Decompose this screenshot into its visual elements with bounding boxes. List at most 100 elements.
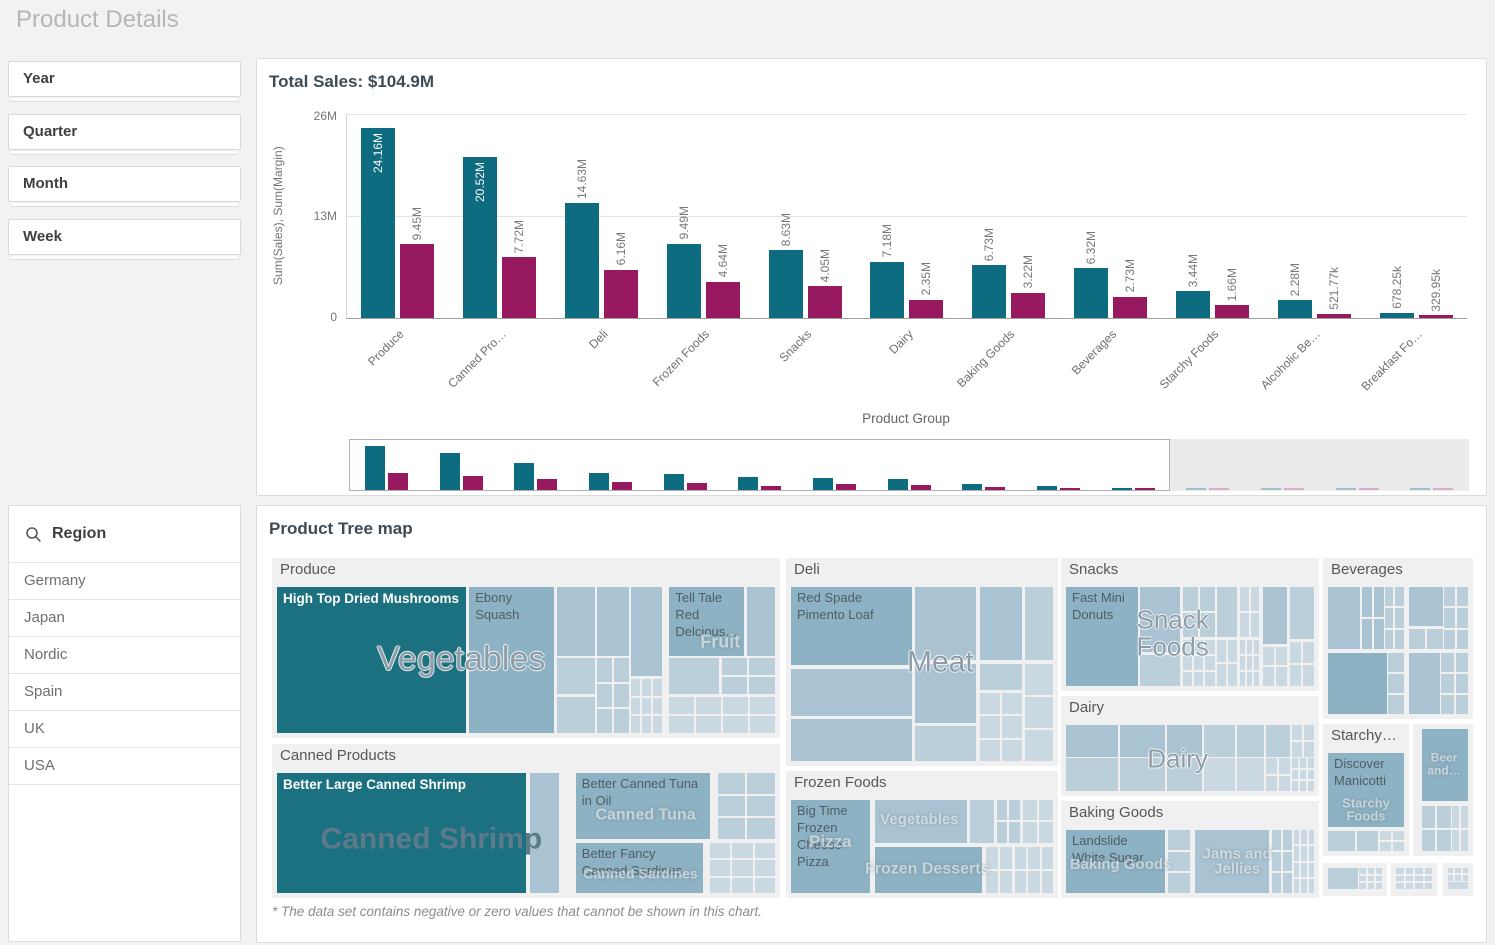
treemap-cell[interactable]	[791, 668, 912, 716]
treemap-cell[interactable]	[1361, 619, 1372, 650]
treemap-cell[interactable]	[746, 587, 775, 656]
treemap-cell[interactable]	[613, 657, 629, 682]
treemap-cell[interactable]	[1385, 629, 1394, 650]
treemap-cell[interactable]	[1066, 758, 1119, 791]
treemap-cell[interactable]	[721, 657, 748, 676]
treemap-cell[interactable]	[1292, 781, 1299, 791]
treemap-cell[interactable]	[696, 696, 722, 714]
treemap-cell[interactable]	[1290, 587, 1314, 640]
treemap-cell[interactable]	[1328, 587, 1361, 650]
treemap-cell[interactable]	[1279, 758, 1291, 774]
treemap-cell[interactable]	[1025, 696, 1053, 728]
treemap-cell[interactable]	[1441, 695, 1454, 714]
treemap-cell[interactable]	[986, 870, 999, 893]
treemap-cell[interactable]	[750, 696, 775, 714]
region-item-nordic[interactable]: Nordic	[9, 636, 240, 673]
treemap-cell[interactable]	[1041, 870, 1053, 893]
treemap-cell[interactable]	[1359, 883, 1366, 889]
treemap-cell[interactable]	[1328, 653, 1387, 714]
margin-bar[interactable]: 521.77k	[1316, 267, 1351, 318]
treemap-cell[interactable]	[1275, 646, 1287, 666]
treemap-cell[interactable]	[1028, 846, 1040, 869]
treemap-section-title[interactable]: Starchy…	[1331, 727, 1397, 744]
treemap-cell[interactable]	[1182, 613, 1198, 638]
treemap-cell[interactable]	[1462, 875, 1468, 881]
treemap-cell[interactable]	[747, 773, 775, 794]
treemap-section-title[interactable]: Frozen Foods	[794, 774, 887, 791]
treemap-cell[interactable]	[791, 719, 912, 761]
treemap-cell[interactable]	[915, 663, 976, 723]
margin-bar[interactable]: 6.16M	[604, 232, 639, 318]
sales-bar[interactable]: 7.18M	[870, 224, 905, 318]
treemap-cell[interactable]	[613, 683, 629, 708]
treemap-cell[interactable]	[1266, 725, 1291, 757]
treemap-cell[interactable]	[1444, 587, 1456, 607]
x-axis-label[interactable]: Canned Pro…	[444, 327, 509, 391]
x-axis-label[interactable]: Starchy Foods	[1156, 327, 1222, 392]
treemap-cell[interactable]	[1375, 883, 1382, 889]
treemap-section-title[interactable]: Baking Goods	[1069, 804, 1164, 821]
treemap-section-title[interactable]: Snacks	[1069, 561, 1119, 578]
treemap-cell[interactable]	[1308, 769, 1314, 780]
treemap-cell[interactable]	[1066, 725, 1119, 757]
treemap-cell[interactable]	[642, 678, 652, 696]
treemap-cell[interactable]	[1205, 639, 1215, 654]
treemap-cell[interactable]	[631, 697, 641, 715]
treemap-cell[interactable]	[1444, 629, 1456, 650]
treemap-cell[interactable]	[979, 663, 1022, 690]
treemap-cell[interactable]	[529, 773, 559, 893]
treemap-cell[interactable]	[1292, 758, 1299, 768]
treemap-cell[interactable]	[1292, 725, 1303, 740]
treemap-cell[interactable]	[710, 860, 731, 876]
treemap-cell[interactable]	[1457, 587, 1468, 607]
treemap-cell[interactable]	[1426, 628, 1443, 650]
treemap-cell[interactable]	[1015, 846, 1027, 869]
treemap-section-title[interactable]: Dairy	[1069, 699, 1105, 716]
treemap-cell[interactable]	[749, 677, 775, 695]
treemap-cell[interactable]	[979, 587, 1022, 661]
treemap-cell[interactable]	[1217, 639, 1227, 662]
treemap-cell[interactable]	[1308, 878, 1314, 893]
treemap-cell[interactable]	[1448, 868, 1454, 874]
treemap-cell[interactable]	[1421, 729, 1468, 802]
treemap-cell[interactable]	[1292, 769, 1299, 780]
treemap-cell[interactable]: Better Large Canned Shrimp	[277, 773, 526, 893]
treemap-cell[interactable]	[1246, 655, 1253, 670]
treemap-cell[interactable]	[1367, 868, 1374, 874]
treemap-cell[interactable]	[1263, 587, 1287, 645]
treemap-cell[interactable]	[1250, 613, 1260, 638]
treemap-cell[interactable]	[747, 818, 775, 839]
treemap-cell[interactable]	[1437, 806, 1451, 828]
treemap-cell[interactable]	[1294, 862, 1300, 877]
treemap-cell[interactable]	[556, 696, 595, 733]
treemap-cell[interactable]	[631, 678, 641, 696]
treemap-cell[interactable]	[1271, 873, 1281, 893]
region-item-japan[interactable]: Japan	[9, 599, 240, 636]
x-axis-label[interactable]: Deli	[585, 327, 611, 352]
treemap-cell[interactable]	[1424, 868, 1432, 874]
search-icon[interactable]	[25, 526, 42, 543]
treemap-cell[interactable]	[1392, 842, 1404, 851]
treemap-cell[interactable]	[1000, 846, 1013, 869]
treemap-cell[interactable]	[717, 818, 746, 839]
treemap-cell[interactable]	[747, 795, 775, 817]
treemap-cell[interactable]	[1279, 775, 1291, 791]
treemap-cell[interactable]	[597, 587, 629, 656]
treemap-cell[interactable]	[1373, 587, 1384, 618]
treemap-cell[interactable]	[710, 843, 731, 859]
treemap-cell[interactable]	[915, 726, 976, 761]
treemap-cell[interactable]	[915, 587, 976, 661]
treemap-cell[interactable]	[732, 843, 753, 859]
treemap-cell[interactable]: High Top Dried Mushrooms	[277, 587, 467, 733]
treemap-cell[interactable]	[653, 697, 663, 715]
treemap-cell[interactable]	[874, 800, 967, 843]
treemap-cell[interactable]	[1395, 608, 1404, 628]
x-axis-label[interactable]: Breakfast Fo…	[1358, 327, 1425, 394]
treemap-cell[interactable]	[1448, 881, 1468, 889]
treemap-cell[interactable]	[1409, 653, 1440, 714]
treemap-cell[interactable]	[1308, 781, 1314, 791]
treemap-cell[interactable]	[1167, 873, 1190, 893]
treemap-cell[interactable]	[1140, 654, 1181, 686]
treemap-cell[interactable]	[1239, 639, 1245, 654]
treemap-cell[interactable]	[1395, 629, 1404, 650]
